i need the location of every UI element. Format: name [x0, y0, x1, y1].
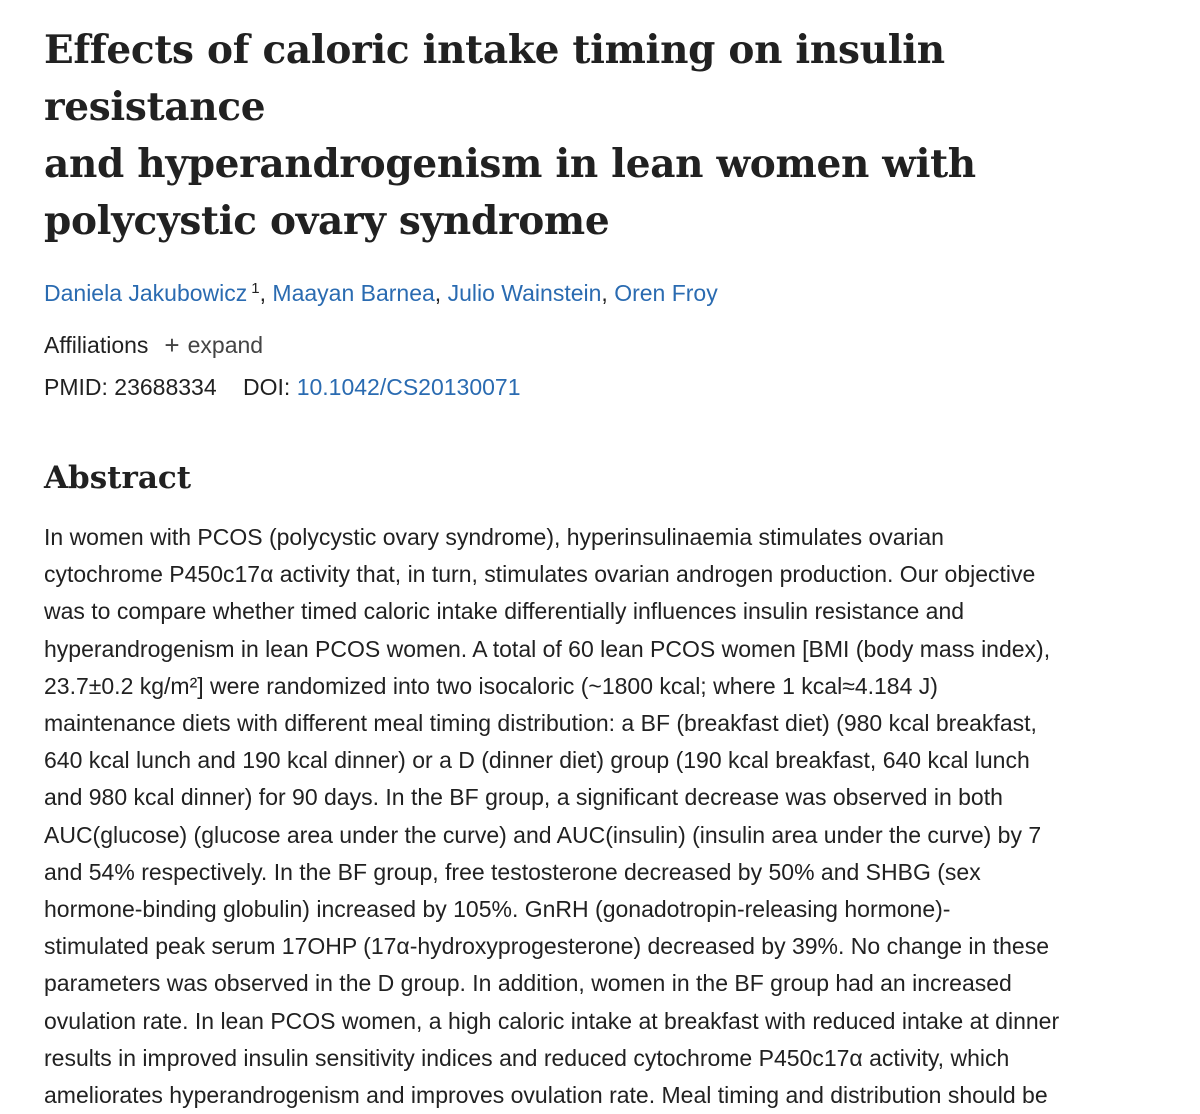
- abstract-line: results in improved insulin sensitivity …: [44, 1044, 1010, 1071]
- pmid-label: PMID:: [44, 374, 108, 400]
- expand-label: expand: [187, 332, 264, 358]
- affiliations-label: Affiliations: [44, 332, 149, 358]
- abstract-line: AUC(glucose) (glucose area under the cur…: [44, 821, 1042, 848]
- abstract-line: and 980 kcal dinner) for 90 days. In the…: [44, 784, 1003, 811]
- article-title-line: Effects of caloric intake timing on insu…: [44, 27, 945, 130]
- abstract-heading: Abstract: [44, 460, 192, 496]
- abstract-line: In women with PCOS (polycystic ovary syn…: [44, 524, 944, 550]
- affiliation-ref[interactable]: 1: [251, 280, 260, 297]
- abstract-line: ameliorates hyperandrogenism and improve…: [44, 1082, 1048, 1109]
- identifiers-row: PMID: 23688334 DOI: 10.1042/CS20130071: [44, 372, 1174, 402]
- article-title-line: polycystic ovary syndrome: [44, 198, 610, 244]
- author-link-maayan-barnea[interactable]: Maayan Barnea: [272, 280, 435, 306]
- abstract-line: stimulated peak serum 17OHP (17α-hydroxy…: [44, 933, 1049, 960]
- author-list: Daniela Jakubowicz 1, Maayan Barnea, Juli…: [44, 278, 1174, 308]
- affiliations-row: Affiliations + expand: [44, 330, 1174, 360]
- article-title-line: and hyperandrogenism in lean women with: [44, 141, 976, 187]
- abstract-line: hyperandrogenism in lean PCOS women. A t…: [44, 635, 1051, 662]
- abstract-line: ovulation rate. In lean PCOS women, a hi…: [44, 1007, 1060, 1034]
- doi-link[interactable]: 10.1042/CS20130071: [296, 374, 521, 400]
- article-title: Effects of caloric intake timing on insu…: [44, 22, 1174, 250]
- abstract-line: parameters was observed in the D group. …: [44, 970, 1012, 997]
- author-separator: ,: [601, 280, 615, 306]
- abstract-line: and 54% respectively. In the BF group, f…: [44, 858, 981, 885]
- plus-icon: +: [164, 330, 180, 360]
- author-link-oren-froy[interactable]: Oren Froy: [614, 280, 718, 306]
- abstract-line: maintenance diets with different meal ti…: [44, 710, 1037, 737]
- expand-affiliations-button[interactable]: + expand: [164, 330, 263, 360]
- doi-label: DOI:: [243, 374, 291, 400]
- author-separator: ,: [259, 280, 273, 306]
- article-page: Effects of caloric intake timing on insu…: [44, 22, 1174, 1114]
- abstract-line: was to compare whether timed caloric int…: [44, 598, 965, 625]
- abstract-line: cytochrome P450c17α activity that, in tu…: [44, 561, 1036, 588]
- author-separator: ,: [434, 280, 448, 306]
- abstract-line: 640 kcal lunch and 190 kcal dinner) or a…: [44, 747, 1030, 774]
- abstract-line: hormone-binding globulin) increased by 1…: [44, 896, 951, 923]
- author-link-daniela-jakubowicz[interactable]: Daniela Jakubowicz: [44, 280, 248, 306]
- author-link-julio-wainstein[interactable]: Julio Wainstein: [447, 280, 602, 306]
- abstract-line: 23.7±0.2 kg/m²] were randomized into two…: [44, 672, 938, 699]
- abstract-text: In women with PCOS (polycystic ovary syn…: [44, 519, 1174, 1114]
- pmid-value: 23688334: [114, 374, 217, 400]
